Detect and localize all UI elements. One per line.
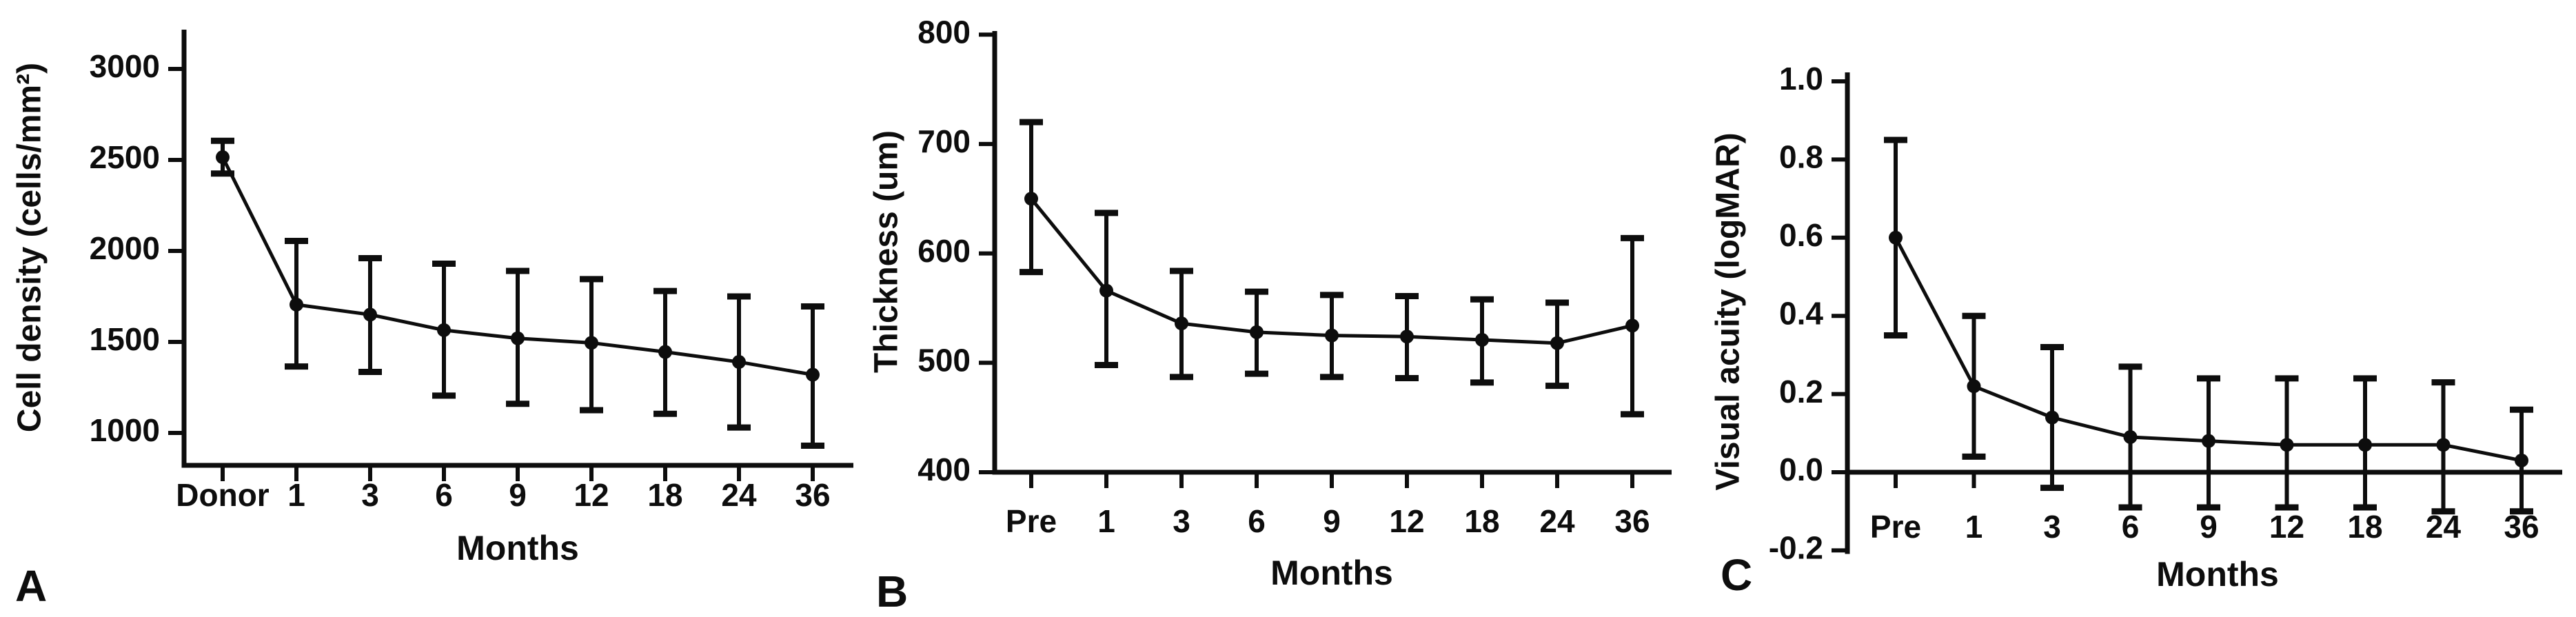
x-axis-title: Months — [1270, 554, 1393, 592]
y-tick-label: 0.8 — [1779, 139, 1823, 175]
panel-c: Visual acuity (logMAR) -0.2 0.0 0.2 0.4 0.6 0.… — [1710, 0, 2576, 617]
data-point-markers — [216, 150, 820, 382]
data-point-marker — [2045, 410, 2059, 425]
data-point-marker — [2436, 438, 2451, 452]
y-tick-label: 2500 — [90, 139, 160, 175]
x-axis-title: Months — [456, 529, 579, 567]
y-tick-label: 1000 — [90, 412, 160, 448]
x-tick-label: 1 — [1097, 503, 1115, 539]
x-tick-label: 24 — [1539, 503, 1575, 539]
axes — [1832, 72, 2562, 554]
x-tick-label: 12 — [574, 477, 609, 513]
x-axis-title: Months — [2156, 555, 2279, 594]
data-point-marker — [1550, 336, 1564, 350]
x-tick-label: 36 — [2504, 509, 2539, 545]
x-tick-label: 12 — [1389, 503, 1424, 539]
y-axis-title: Visual acuity (logMAR) — [1710, 132, 1747, 490]
error-bars — [211, 137, 824, 449]
axes — [168, 30, 853, 481]
data-point-marker — [658, 345, 672, 359]
x-tick-label: 3 — [361, 477, 379, 513]
data-point-marker — [363, 307, 377, 322]
data-point-marker — [1175, 316, 1188, 331]
data-point-marker — [1400, 330, 1414, 344]
data-point-marker — [2515, 453, 2528, 467]
x-tick-label: 9 — [2200, 509, 2218, 545]
x-tick-label: 36 — [795, 477, 830, 513]
data-point-marker — [2358, 438, 2372, 452]
panel-a-letter: A — [15, 561, 48, 611]
x-tick-label: Donor — [176, 477, 270, 513]
cell-density-chart-canvas: Cell density (cells/mm²) 1000 1500 2000 2500… — [12, 30, 853, 567]
x-tick-label: 9 — [1323, 503, 1341, 539]
x-tick-label: 12 — [2269, 509, 2304, 545]
x-tick-label: Pre — [1870, 509, 1921, 545]
data-point-marker — [1024, 192, 1038, 206]
error-bars — [1020, 119, 1644, 418]
data-point-markers — [1024, 192, 1639, 350]
x-tick-label: 3 — [1173, 503, 1190, 539]
y-tick-label: 600 — [917, 233, 971, 269]
y-tick-label: 1500 — [90, 321, 160, 357]
data-point-marker — [1099, 283, 1113, 298]
y-tick-label: 500 — [917, 342, 971, 378]
data-point-marker — [732, 355, 746, 370]
panel-b-letter: B — [876, 567, 909, 616]
panel-a: Cell density (cells/mm²) 1000 1500 2000 2500… — [0, 0, 858, 617]
y-tick-label: 0.2 — [1779, 374, 1823, 409]
x-tick-label: 18 — [2347, 509, 2382, 545]
panel-c-letter: C — [1721, 550, 1753, 600]
data-point-marker — [1325, 328, 1339, 343]
data-point-marker — [585, 336, 598, 350]
y-tick-label: -0.2 — [1769, 530, 1823, 566]
x-tick-label: 1 — [1965, 509, 1983, 545]
data-point-marker — [1967, 379, 1981, 394]
data-point-marker — [806, 367, 820, 382]
data-point-marker — [1889, 230, 1903, 245]
data-point-markers — [1889, 230, 2528, 467]
data-point-marker — [1475, 332, 1489, 347]
x-tick-label: Pre — [1006, 503, 1057, 539]
x-tick-label: 24 — [2426, 509, 2462, 545]
data-point-marker — [290, 297, 303, 312]
x-tick-label: 6 — [435, 477, 453, 513]
data-point-marker — [216, 150, 230, 165]
data-point-marker — [2202, 434, 2215, 448]
y-tick-label: 2000 — [90, 230, 160, 266]
x-tick-label: 6 — [1248, 503, 1266, 539]
data-point-marker — [437, 323, 451, 337]
y-tick-label: 0.0 — [1779, 452, 1823, 487]
data-point-marker — [2123, 429, 2138, 444]
data-point-marker — [511, 331, 525, 345]
x-tick-label: 36 — [1614, 503, 1650, 539]
panel-b: Thickness (um) 400 500 600 700 800 Pre 1 3 6 9 12 18… — [858, 0, 1710, 617]
y-tick-label: 0.6 — [1779, 217, 1823, 253]
y-tick-label: 1.0 — [1779, 61, 1823, 97]
y-tick-label: 400 — [917, 452, 971, 487]
x-tick-label: 1 — [287, 477, 305, 513]
x-tick-label: 24 — [721, 477, 757, 513]
error-bars — [1884, 136, 2533, 515]
data-point-marker — [2280, 438, 2294, 452]
y-tick-label: 800 — [917, 14, 971, 50]
x-tick-label: 3 — [2043, 509, 2061, 545]
axes — [979, 31, 1672, 488]
y-tick-label: 700 — [917, 123, 971, 159]
y-tick-label: 0.4 — [1779, 295, 1823, 331]
visual-acuity-chart-canvas: Visual acuity (logMAR) -0.2 0.0 0.2 0.4 0.6 0.… — [1710, 61, 2562, 594]
data-point-marker — [1250, 325, 1264, 339]
y-axis-title: Thickness (um) — [869, 130, 905, 373]
y-axis-title: Cell density (cells/mm²) — [12, 63, 48, 432]
x-tick-label: 9 — [509, 477, 527, 513]
data-point-marker — [1625, 318, 1639, 333]
y-tick-label: 3000 — [90, 48, 160, 84]
x-tick-label: 6 — [2122, 509, 2140, 545]
x-tick-label: 18 — [1464, 503, 1499, 539]
x-tick-label: 18 — [647, 477, 682, 513]
